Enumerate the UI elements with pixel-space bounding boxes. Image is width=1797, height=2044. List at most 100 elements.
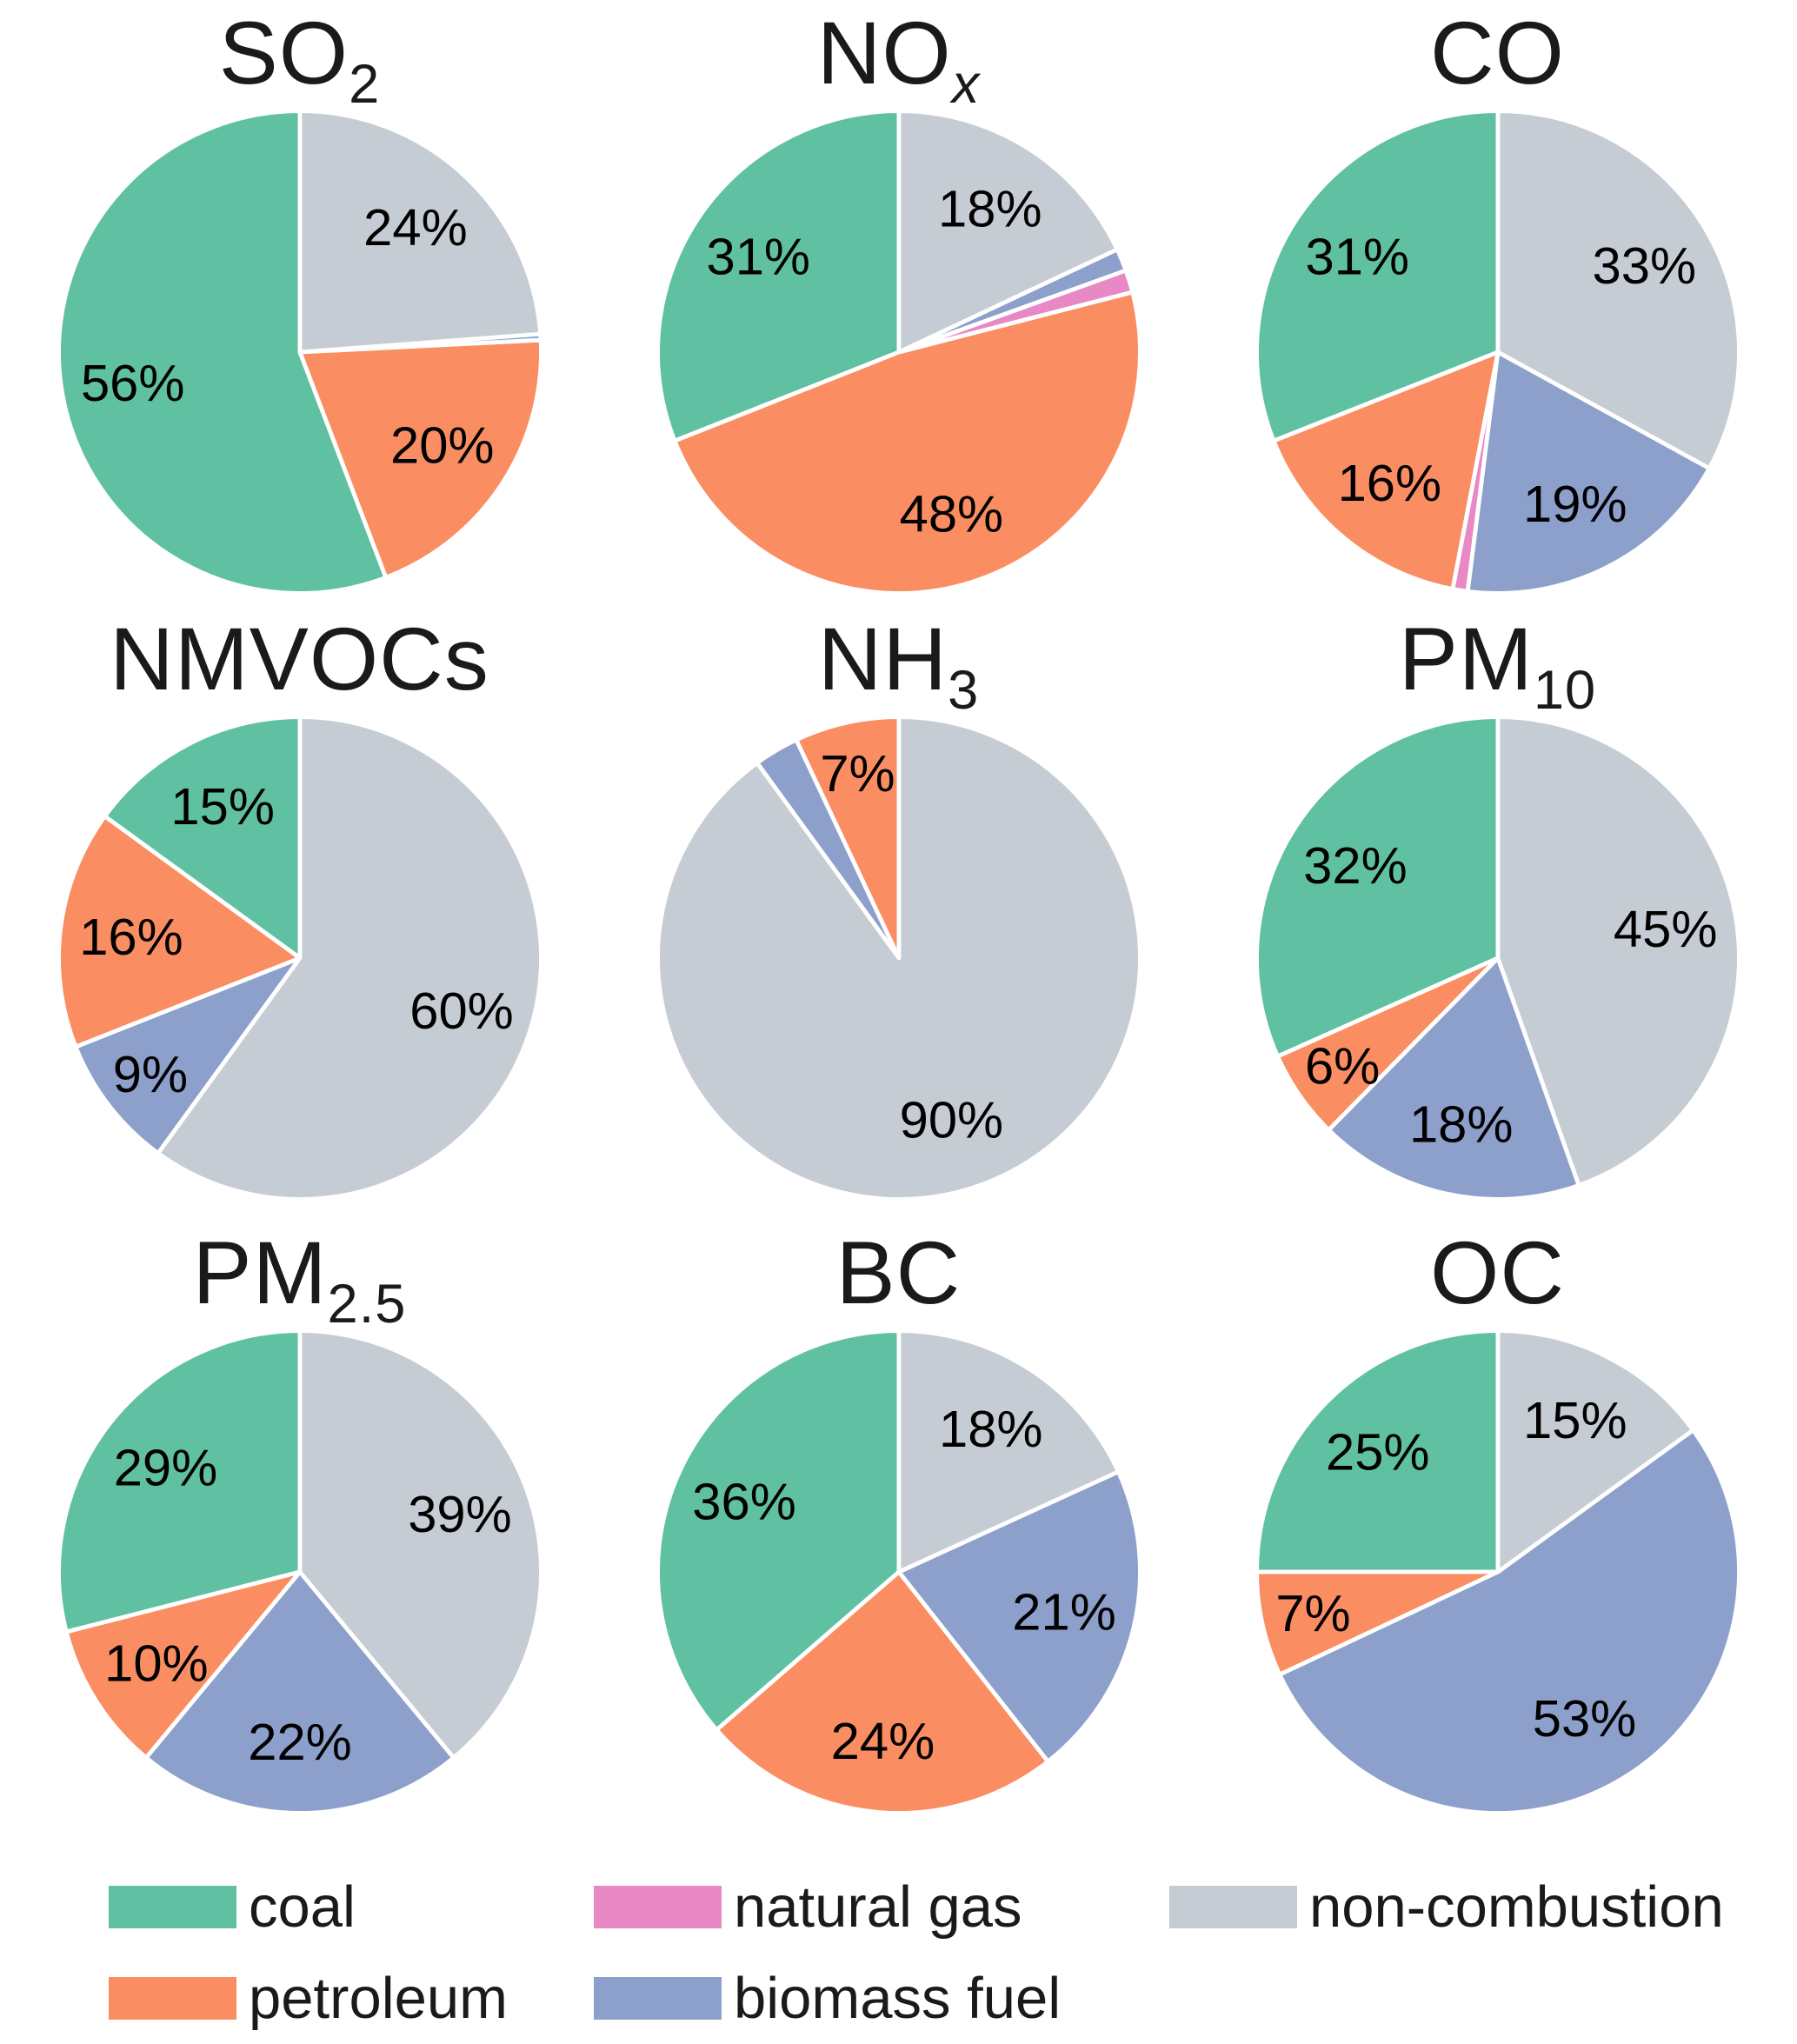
title-text: NMVOCs xyxy=(110,609,489,709)
pie-slice-biomass-fuel xyxy=(1326,955,1581,1202)
pie-cell-so2: SO 2 56% 20% 24% xyxy=(0,0,599,606)
pie-cell-pm10: PM 10 32% 6% 18% 45% xyxy=(1198,606,1797,1220)
legend-swatch-natural-gas xyxy=(594,1886,722,1928)
legend-item-petroleum: petroleum xyxy=(109,1969,508,2027)
pie-slice-non-combustion xyxy=(297,1328,543,1761)
pie-slice-petroleum xyxy=(297,337,543,580)
slice-percent-label: 32% xyxy=(1303,836,1408,895)
pie-title-so2: SO 2 xyxy=(218,0,381,112)
pie-slice-petroleum xyxy=(63,1569,302,1761)
slice-percent-label: 56% xyxy=(80,354,184,412)
pie-cell-bc: BC 36% 24% 21% 18% xyxy=(599,1220,1198,1839)
slice-percent-label: 39% xyxy=(408,1485,512,1543)
slice-percent-label: 60% xyxy=(409,982,514,1040)
pie-cell-nmvocs: NMVOCs 15% 16% 9% 60% xyxy=(0,606,599,1220)
legend-item-non-combustion: non-combustion xyxy=(1169,1878,1724,1936)
pie-slice-non-combustion xyxy=(297,109,542,355)
pie-slice-coal xyxy=(1254,1328,1500,1575)
slice-percent-label: 24% xyxy=(830,1712,935,1770)
pie-slice-coal xyxy=(1254,715,1500,1059)
pie-slice-coal xyxy=(102,715,302,961)
pie-title-pm10: PM 10 xyxy=(1398,606,1596,718)
slice-percent-label: 21% xyxy=(1012,1583,1116,1641)
pie-slice-biomass-fuel xyxy=(73,955,302,1155)
title-subscript: x xyxy=(951,54,981,116)
pie-slice-biomass-fuel xyxy=(1277,1428,1741,1815)
title-text: PM xyxy=(1398,609,1534,709)
pie-nmvocs: 15% 16% 9% 60% xyxy=(56,715,543,1202)
slice-percent-label: 10% xyxy=(104,1634,209,1692)
slice-percent-label: 16% xyxy=(1337,454,1441,512)
pie-slice-biomass-fuel xyxy=(896,1469,1142,1764)
pie-slice-coal xyxy=(1254,109,1500,443)
pie-title-nmvocs: NMVOCs xyxy=(110,606,489,703)
slice-percent-label: 33% xyxy=(1592,236,1696,295)
pie-oc: 25% 7% 53% 15% xyxy=(1254,1328,1741,1815)
legend-label: petroleum xyxy=(249,1966,508,2031)
pie-title-nh3: NH 3 xyxy=(817,606,980,718)
legend-item-biomass-fuel: biomass fuel xyxy=(594,1969,1061,2027)
pie-grid: SO 2 56% 20% 24% NO x 31% 48% 18% CO 31% 16% 19%… xyxy=(0,0,1797,1839)
pie-slice-non-combustion xyxy=(896,1328,1121,1575)
slice-percent-label: 31% xyxy=(706,228,810,286)
pie-nox: 31% 48% 18% xyxy=(655,109,1142,596)
pie-cell-nh3: NH 3 7% 90% xyxy=(599,606,1198,1220)
slice-percent-label: 18% xyxy=(939,1400,1043,1458)
pie-nh3: 7% 90% xyxy=(655,715,1142,1202)
pie-bc: 36% 24% 21% 18% xyxy=(655,1328,1142,1815)
pie-cell-pm25: PM 2.5 29% 10% 22% 39% xyxy=(0,1220,599,1839)
legend-swatch-non-combustion xyxy=(1169,1886,1297,1928)
pie-slice-petroleum xyxy=(672,290,1142,596)
slice-percent-label: 7% xyxy=(1275,1584,1350,1642)
pie-co: 31% 16% 19% 33% xyxy=(1254,109,1741,596)
slice-percent-label: 25% xyxy=(1325,1422,1429,1481)
title-text: SO xyxy=(218,3,349,103)
pie-slice-non-combustion xyxy=(1495,715,1741,1188)
pie-title-nox: NO x xyxy=(816,0,981,112)
slice-percent-label: 18% xyxy=(938,179,1042,237)
legend-label: non-combustion xyxy=(1309,1874,1724,1940)
slice-percent-label: 36% xyxy=(692,1472,796,1530)
legend-swatch-biomass-fuel xyxy=(594,1977,722,2020)
pie-pm10: 32% 6% 18% 45% xyxy=(1254,715,1741,1202)
legend-item-natural-gas: natural gas xyxy=(594,1878,1022,1936)
slice-percent-label: 16% xyxy=(79,908,183,966)
legend: coal petroleum natural gas biomass fuel … xyxy=(0,1834,1797,2044)
pie-cell-co: CO 31% 16% 19% 33% xyxy=(1198,0,1797,606)
slice-percent-label: 15% xyxy=(170,777,275,836)
legend-swatch-petroleum xyxy=(109,1977,236,2020)
pie-cell-nox: NO x 31% 48% 18% xyxy=(599,0,1198,606)
pie-slice-biomass-fuel xyxy=(1465,350,1712,596)
title-subscript: 2 xyxy=(349,54,381,116)
pie-slice-non-combustion xyxy=(1495,1328,1695,1575)
slice-percent-label: 29% xyxy=(113,1439,217,1497)
slice-percent-label: 6% xyxy=(1304,1037,1379,1095)
slice-percent-label: 53% xyxy=(1532,1689,1636,1748)
slice-percent-label: 90% xyxy=(899,1091,1003,1149)
title-subscript: 2.5 xyxy=(327,1274,407,1335)
pie-slice-non-combustion xyxy=(1495,109,1741,471)
pie-slice-non-combustion xyxy=(655,715,1142,1202)
title-text: NO xyxy=(816,3,952,103)
title-subscript: 3 xyxy=(948,660,980,722)
pie-so2: 56% 20% 24% xyxy=(56,109,543,596)
title-text: CO xyxy=(1430,3,1565,103)
pie-slice-petroleum xyxy=(56,814,302,1049)
slice-percent-label: 24% xyxy=(363,198,468,256)
title-text: PM xyxy=(192,1223,328,1322)
pie-slice-non-combustion xyxy=(156,715,543,1202)
legend-swatch-coal xyxy=(109,1886,236,1928)
slice-percent-label: 18% xyxy=(1408,1095,1513,1153)
slice-percent-label: 15% xyxy=(1523,1391,1627,1449)
title-text: NH xyxy=(817,609,948,709)
pie-title-pm25: PM 2.5 xyxy=(192,1220,407,1332)
legend-label: biomass fuel xyxy=(734,1966,1062,2031)
pie-cell-oc: OC 25% 7% 53% 15% xyxy=(1198,1220,1797,1839)
slice-percent-label: 19% xyxy=(1523,475,1627,533)
pie-slice-non-combustion xyxy=(896,109,1119,355)
pie-slice-petroleum xyxy=(714,1569,1050,1815)
slice-percent-label: 48% xyxy=(899,485,1003,543)
pie-slice-coal xyxy=(655,109,901,443)
legend-item-coal: coal xyxy=(109,1878,356,1936)
